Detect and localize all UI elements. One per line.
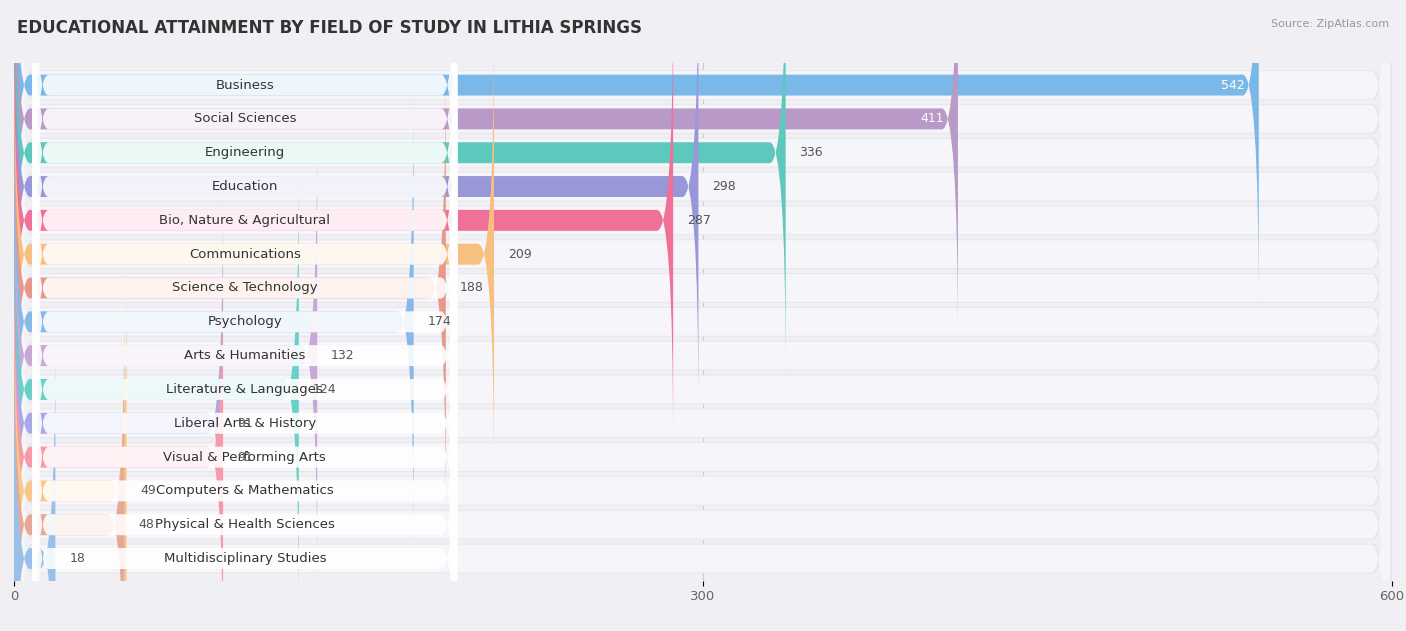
FancyBboxPatch shape: [14, 66, 1392, 577]
FancyBboxPatch shape: [32, 0, 457, 447]
FancyBboxPatch shape: [32, 62, 457, 514]
FancyBboxPatch shape: [32, 0, 457, 311]
FancyBboxPatch shape: [14, 235, 1392, 631]
Text: Bio, Nature & Agricultural: Bio, Nature & Agricultural: [159, 214, 330, 227]
FancyBboxPatch shape: [14, 168, 1392, 631]
Text: 411: 411: [921, 112, 945, 126]
FancyBboxPatch shape: [32, 0, 457, 345]
FancyBboxPatch shape: [17, 32, 1389, 545]
FancyBboxPatch shape: [14, 197, 224, 631]
FancyBboxPatch shape: [32, 0, 457, 379]
FancyBboxPatch shape: [17, 65, 1389, 579]
FancyBboxPatch shape: [17, 0, 1389, 342]
FancyBboxPatch shape: [14, 62, 446, 514]
FancyBboxPatch shape: [32, 0, 457, 413]
Text: 336: 336: [800, 146, 823, 159]
FancyBboxPatch shape: [17, 201, 1389, 631]
FancyBboxPatch shape: [14, 0, 1392, 510]
FancyBboxPatch shape: [17, 167, 1389, 631]
FancyBboxPatch shape: [32, 333, 457, 631]
FancyBboxPatch shape: [14, 298, 124, 631]
FancyBboxPatch shape: [14, 201, 1392, 631]
FancyBboxPatch shape: [14, 134, 1392, 631]
FancyBboxPatch shape: [14, 264, 127, 631]
FancyBboxPatch shape: [32, 95, 457, 548]
Text: Computers & Mathematics: Computers & Mathematics: [156, 485, 333, 497]
FancyBboxPatch shape: [14, 129, 318, 582]
FancyBboxPatch shape: [32, 298, 457, 631]
FancyBboxPatch shape: [14, 0, 673, 447]
Text: 91: 91: [236, 451, 253, 464]
Text: Science & Technology: Science & Technology: [172, 281, 318, 295]
Text: 48: 48: [138, 518, 153, 531]
FancyBboxPatch shape: [32, 264, 457, 631]
Text: 49: 49: [141, 485, 156, 497]
Text: 18: 18: [69, 552, 84, 565]
Text: Liberal Arts & History: Liberal Arts & History: [174, 416, 316, 430]
FancyBboxPatch shape: [17, 302, 1389, 631]
FancyBboxPatch shape: [17, 268, 1389, 631]
FancyBboxPatch shape: [14, 0, 1392, 341]
Text: Physical & Health Sciences: Physical & Health Sciences: [155, 518, 335, 531]
Text: 174: 174: [427, 316, 451, 328]
Text: 188: 188: [460, 281, 484, 295]
Text: Psychology: Psychology: [208, 316, 283, 328]
Text: Arts & Humanities: Arts & Humanities: [184, 349, 305, 362]
FancyBboxPatch shape: [17, 99, 1389, 612]
FancyBboxPatch shape: [14, 0, 957, 345]
Text: Social Sciences: Social Sciences: [194, 112, 297, 126]
Text: Business: Business: [215, 79, 274, 91]
Text: Visual & Performing Arts: Visual & Performing Arts: [163, 451, 326, 464]
FancyBboxPatch shape: [32, 231, 457, 631]
FancyBboxPatch shape: [14, 163, 299, 616]
FancyBboxPatch shape: [14, 0, 1392, 476]
FancyBboxPatch shape: [14, 0, 1392, 442]
FancyBboxPatch shape: [14, 28, 494, 480]
Text: 91: 91: [236, 416, 253, 430]
Text: EDUCATIONAL ATTAINMENT BY FIELD OF STUDY IN LITHIA SPRINGS: EDUCATIONAL ATTAINMENT BY FIELD OF STUDY…: [17, 19, 643, 37]
FancyBboxPatch shape: [14, 0, 1392, 375]
FancyBboxPatch shape: [14, 269, 1392, 631]
FancyBboxPatch shape: [14, 303, 1392, 631]
FancyBboxPatch shape: [17, 0, 1389, 375]
Text: 124: 124: [312, 383, 336, 396]
FancyBboxPatch shape: [14, 32, 1392, 544]
FancyBboxPatch shape: [14, 100, 1392, 611]
FancyBboxPatch shape: [14, 333, 55, 631]
FancyBboxPatch shape: [14, 95, 413, 548]
FancyBboxPatch shape: [17, 0, 1389, 443]
FancyBboxPatch shape: [17, 0, 1389, 477]
FancyBboxPatch shape: [32, 163, 457, 616]
FancyBboxPatch shape: [32, 129, 457, 582]
FancyBboxPatch shape: [14, 231, 224, 631]
FancyBboxPatch shape: [14, 0, 1258, 311]
FancyBboxPatch shape: [14, 0, 1392, 408]
Text: 287: 287: [688, 214, 711, 227]
Text: 298: 298: [713, 180, 735, 193]
Text: Education: Education: [212, 180, 278, 193]
Text: Multidisciplinary Studies: Multidisciplinary Studies: [163, 552, 326, 565]
Text: Engineering: Engineering: [205, 146, 285, 159]
Text: 209: 209: [508, 248, 531, 261]
Text: Communications: Communications: [188, 248, 301, 261]
FancyBboxPatch shape: [32, 28, 457, 480]
FancyBboxPatch shape: [14, 0, 786, 379]
Text: 542: 542: [1222, 79, 1244, 91]
Text: Literature & Languages: Literature & Languages: [166, 383, 323, 396]
FancyBboxPatch shape: [17, 133, 1389, 631]
FancyBboxPatch shape: [32, 197, 457, 631]
FancyBboxPatch shape: [17, 234, 1389, 631]
Text: Source: ZipAtlas.com: Source: ZipAtlas.com: [1271, 19, 1389, 29]
FancyBboxPatch shape: [14, 0, 699, 413]
Text: 132: 132: [330, 349, 354, 362]
FancyBboxPatch shape: [17, 0, 1389, 511]
FancyBboxPatch shape: [17, 0, 1389, 410]
